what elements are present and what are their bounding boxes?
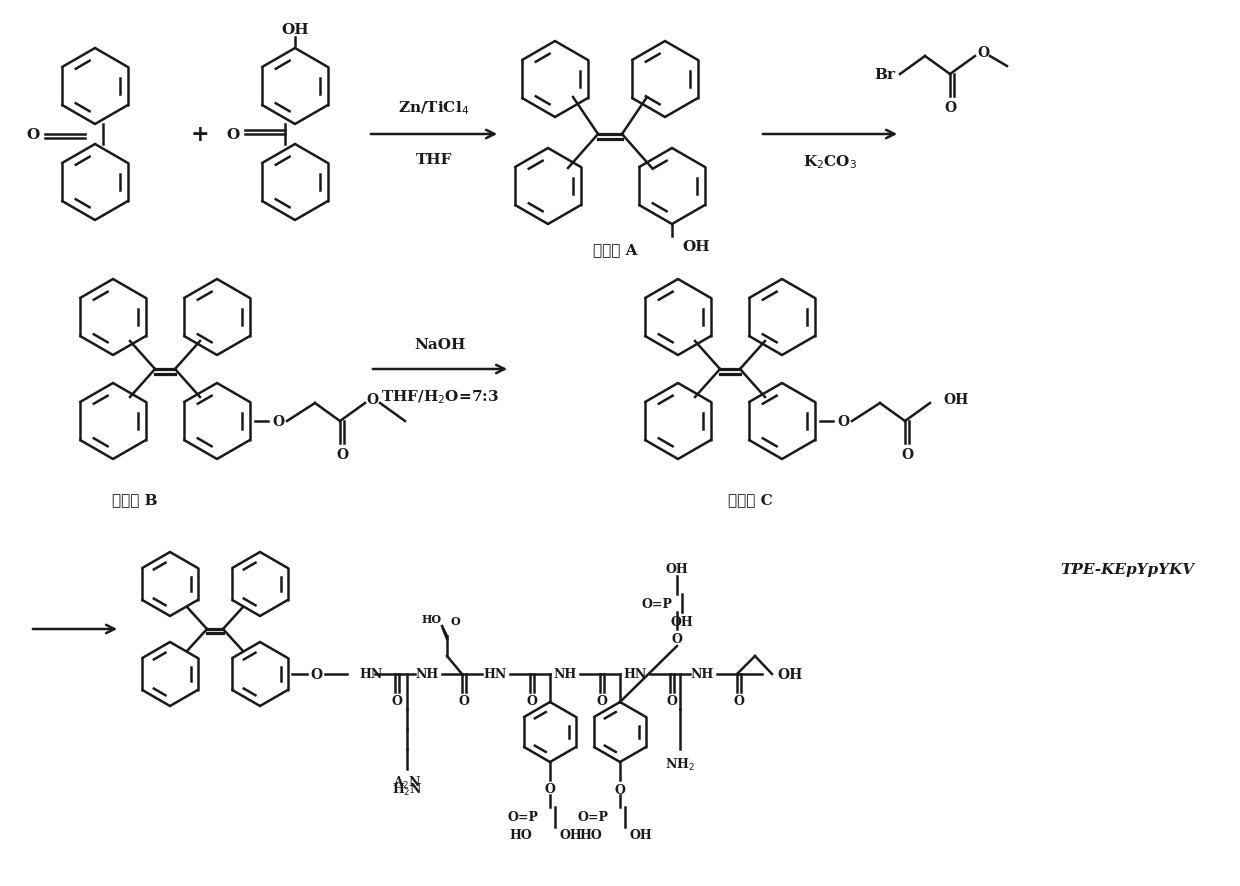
Text: O=P: O=P — [641, 598, 672, 610]
Text: OH: OH — [942, 392, 968, 407]
Text: O: O — [837, 415, 849, 429]
Text: H$_2$N: H$_2$N — [392, 781, 423, 797]
Text: OH: OH — [560, 828, 583, 842]
Text: O: O — [527, 695, 537, 708]
Text: OH: OH — [682, 240, 709, 253]
Text: OH: OH — [666, 563, 688, 576]
Text: O=P: O=P — [577, 811, 608, 824]
Text: NH: NH — [415, 668, 439, 680]
Text: O: O — [26, 128, 40, 142]
Text: HO: HO — [579, 828, 601, 842]
Text: K$_2$CO$_3$: K$_2$CO$_3$ — [804, 152, 857, 170]
Text: O: O — [310, 667, 322, 681]
Text: O: O — [227, 128, 239, 142]
Text: HN: HN — [624, 668, 646, 680]
Text: Zn/TiCl$_4$: Zn/TiCl$_4$ — [398, 99, 470, 117]
Text: O: O — [450, 616, 460, 626]
Text: HO: HO — [510, 828, 532, 842]
Text: OH: OH — [671, 616, 693, 629]
Text: OH: OH — [281, 23, 309, 37]
Text: O: O — [596, 695, 608, 708]
Text: O=P: O=P — [507, 811, 538, 824]
Text: TPE-KEpYpYKV: TPE-KEpYpYKV — [1060, 563, 1194, 577]
Text: Br: Br — [874, 68, 895, 82]
Text: 化合物 C: 化合物 C — [728, 493, 773, 507]
Text: O: O — [615, 783, 625, 797]
Text: O: O — [544, 782, 556, 796]
Text: O: O — [667, 695, 677, 708]
Text: O: O — [672, 633, 682, 646]
Text: HN: HN — [360, 668, 382, 680]
Text: OH: OH — [777, 667, 802, 681]
Text: O: O — [459, 695, 470, 708]
Text: O: O — [392, 695, 403, 708]
Text: O: O — [901, 447, 913, 462]
Text: O: O — [734, 695, 744, 708]
Text: 化合物 B: 化合物 B — [112, 493, 157, 507]
Text: 化合物 A: 化合物 A — [593, 243, 637, 257]
Text: HN: HN — [484, 668, 507, 680]
Text: NH: NH — [553, 668, 577, 680]
Text: A$_2$N: A$_2$N — [393, 774, 422, 790]
Text: O: O — [944, 101, 956, 115]
Text: +: + — [191, 124, 210, 146]
Text: O: O — [336, 447, 348, 462]
Text: HO: HO — [422, 614, 441, 625]
Text: O: O — [977, 46, 990, 60]
Text: THF: THF — [415, 152, 453, 167]
Text: NH$_2$: NH$_2$ — [665, 756, 694, 773]
Text: THF/H$_2$O=7:3: THF/H$_2$O=7:3 — [381, 387, 498, 405]
Text: OH: OH — [630, 828, 652, 842]
Text: O: O — [366, 392, 378, 407]
Text: NH: NH — [691, 668, 714, 680]
Text: O: O — [272, 415, 284, 429]
Text: NaOH: NaOH — [414, 338, 466, 352]
